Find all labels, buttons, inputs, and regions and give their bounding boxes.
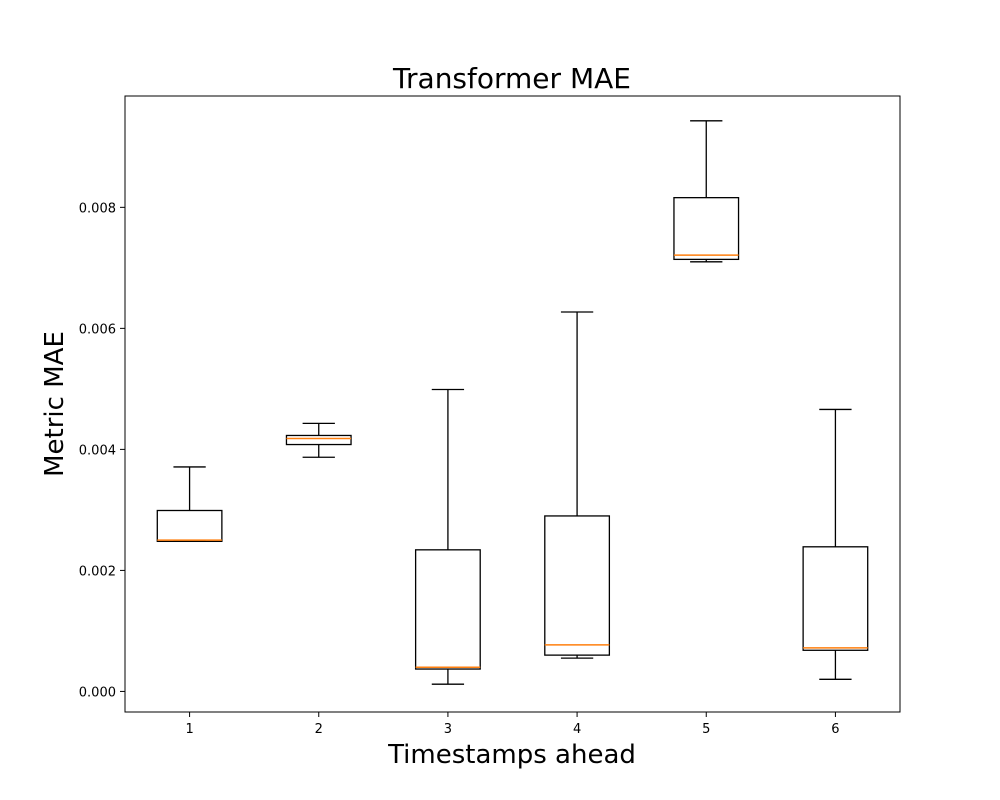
- x-tick-label: 4: [573, 722, 581, 737]
- plot-area-frame: [124, 95, 901, 713]
- y-tick-label: 0.004: [79, 443, 116, 458]
- x-axis-label: Timestamps ahead: [387, 740, 636, 770]
- box-2: [285, 422, 352, 458]
- box-1: [156, 466, 223, 543]
- y-tick-label: 0.006: [79, 322, 116, 337]
- x-tick-label: 2: [315, 722, 323, 737]
- chart-title: Transformer MAE: [392, 62, 631, 95]
- box-iqr: [802, 546, 869, 651]
- x-tick-label: 3: [444, 722, 452, 737]
- box-4: [544, 311, 611, 659]
- y-tick-label: 0.002: [79, 564, 116, 579]
- box-iqr: [673, 197, 740, 261]
- boxes-group: [156, 120, 869, 685]
- y-tick-label: 0.008: [79, 201, 116, 216]
- box-6: [802, 408, 869, 680]
- box-3: [414, 388, 481, 685]
- y-axis: 0.000 0.002 0.004 0.006 0.008: [79, 201, 125, 700]
- x-axis: 1 2 3 4 5 6: [185, 712, 840, 737]
- x-tick-label: 6: [831, 722, 839, 737]
- x-tick-label: 5: [702, 722, 710, 737]
- y-axis-label: Metric MAE: [40, 331, 70, 477]
- y-tick-label: 0.000: [79, 685, 116, 700]
- box-iqr: [156, 509, 223, 543]
- box-iqr: [414, 549, 481, 670]
- box-iqr: [544, 515, 611, 656]
- box-5: [673, 120, 740, 263]
- x-tick-label: 1: [185, 722, 193, 737]
- box-iqr: [285, 434, 352, 446]
